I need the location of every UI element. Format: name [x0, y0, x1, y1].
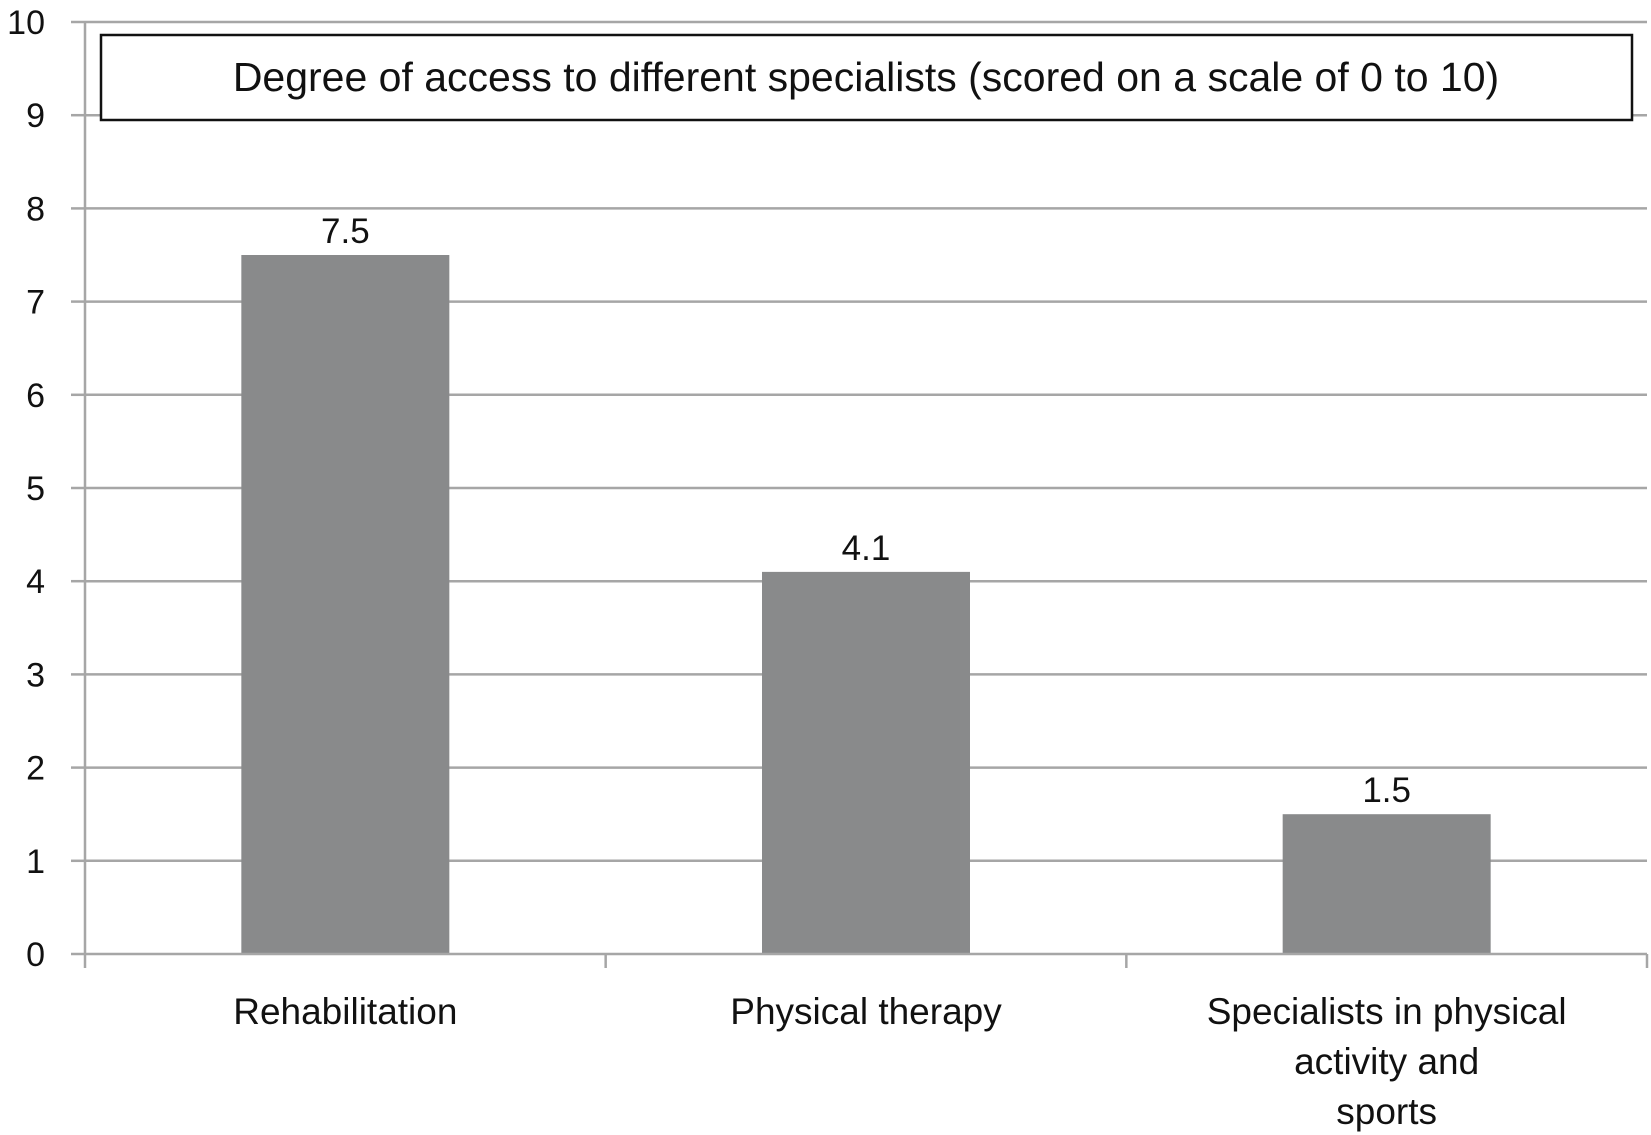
axes [71, 20, 1649, 968]
y-tick-label: 4 [26, 563, 45, 601]
y-tick-label: 10 [7, 4, 45, 42]
data-label: 4.1 [842, 529, 891, 568]
y-tick-label: 7 [26, 284, 45, 322]
x-category-label: activity and [1294, 1041, 1479, 1082]
data-label: 7.5 [321, 212, 370, 251]
labels: 0 1 2 3 4 5 6 7 8 9 10 7.5 Rehabilitation 4.1 Physical… [7, 4, 1566, 1132]
y-tick-label: 9 [26, 97, 45, 135]
y-tick-label: 1 [26, 843, 45, 881]
bar [762, 571, 970, 954]
bar [1282, 814, 1491, 954]
y-tick-label: 3 [26, 656, 45, 694]
bar [241, 255, 450, 954]
y-tick-label: 5 [26, 470, 45, 508]
x-category-label: Physical therapy [730, 991, 1002, 1032]
y-tick-label: 2 [26, 750, 45, 788]
x-category-label: Rehabilitation [233, 991, 457, 1032]
data-label: 1.5 [1362, 771, 1411, 810]
y-tick-label: 6 [26, 377, 45, 415]
y-tick-label: 8 [26, 190, 45, 228]
chart-title-box: Degree of access to different specialist… [99, 33, 1634, 122]
bars [241, 255, 1491, 954]
chart-title: Degree of access to different specialist… [233, 54, 1499, 100]
x-category-label: sports [1336, 1091, 1437, 1132]
y-tick-label: 0 [26, 936, 45, 974]
x-category-label: Specialists in physical [1207, 991, 1567, 1032]
title-frame [99, 33, 1634, 122]
